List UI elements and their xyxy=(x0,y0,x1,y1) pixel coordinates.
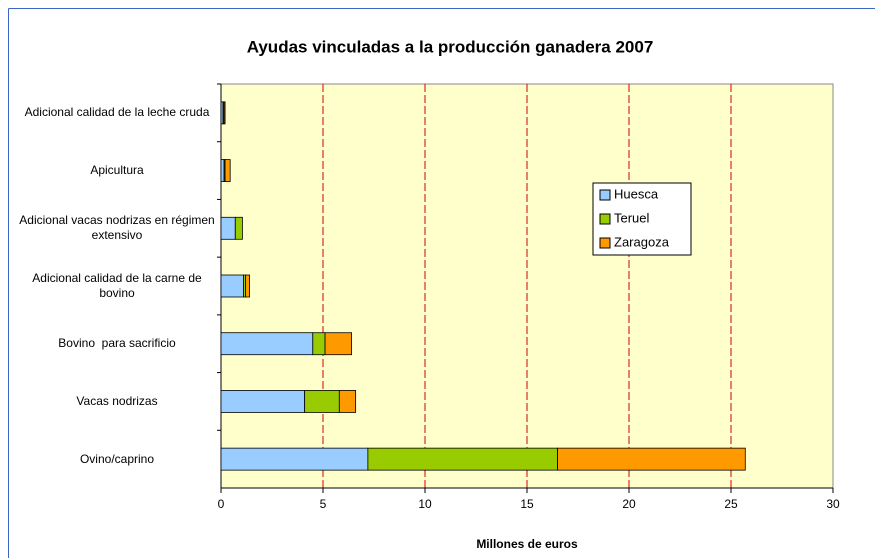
x-tick-label: 5 xyxy=(320,497,327,511)
x-tick-label: 20 xyxy=(622,497,636,511)
bar xyxy=(557,447,746,471)
y-tick-label: Ovino/caprino xyxy=(79,451,155,466)
bar xyxy=(220,447,369,471)
bar xyxy=(338,390,357,413)
bar xyxy=(224,159,231,182)
bar xyxy=(245,274,250,298)
chart-title: Ayudas vinculadas a la producción ganade… xyxy=(247,37,654,56)
bar xyxy=(220,159,225,182)
x-tick-label: 25 xyxy=(724,497,738,511)
bar xyxy=(312,332,326,356)
bar xyxy=(220,390,306,413)
x-tick-label: 0 xyxy=(218,497,225,511)
bar xyxy=(220,216,236,240)
bar xyxy=(304,390,340,413)
legend-swatch xyxy=(599,237,611,249)
legend-label: Teruel xyxy=(614,210,650,225)
legend-label: Zaragoza xyxy=(614,234,670,249)
x-tick-label: 15 xyxy=(520,497,534,511)
legend-label: Huesca xyxy=(614,186,659,201)
y-tick-label: Adicional calidad de la leche cruda xyxy=(24,105,210,120)
bar xyxy=(234,216,243,240)
y-tick-label: Apicultura xyxy=(90,163,144,178)
legend-swatch xyxy=(599,213,611,225)
bar xyxy=(324,332,352,356)
legend-swatch xyxy=(599,189,611,201)
y-tick-label: Adicional calidad de la carne de bovino xyxy=(32,270,206,300)
bar xyxy=(220,274,244,298)
bar xyxy=(223,101,226,125)
bar xyxy=(220,332,314,356)
x-tick-label: 30 xyxy=(826,497,840,511)
y-tick-label: Bovino para sacrificio xyxy=(58,336,176,351)
x-axis-label: Millones de euros xyxy=(476,537,578,551)
x-tick-label: 10 xyxy=(418,497,432,511)
y-tick-label: Vacas nodrizas xyxy=(76,393,158,408)
bar xyxy=(367,447,559,471)
y-tick-label: Adicional vacas nodrizas en régimen exte… xyxy=(19,213,219,243)
